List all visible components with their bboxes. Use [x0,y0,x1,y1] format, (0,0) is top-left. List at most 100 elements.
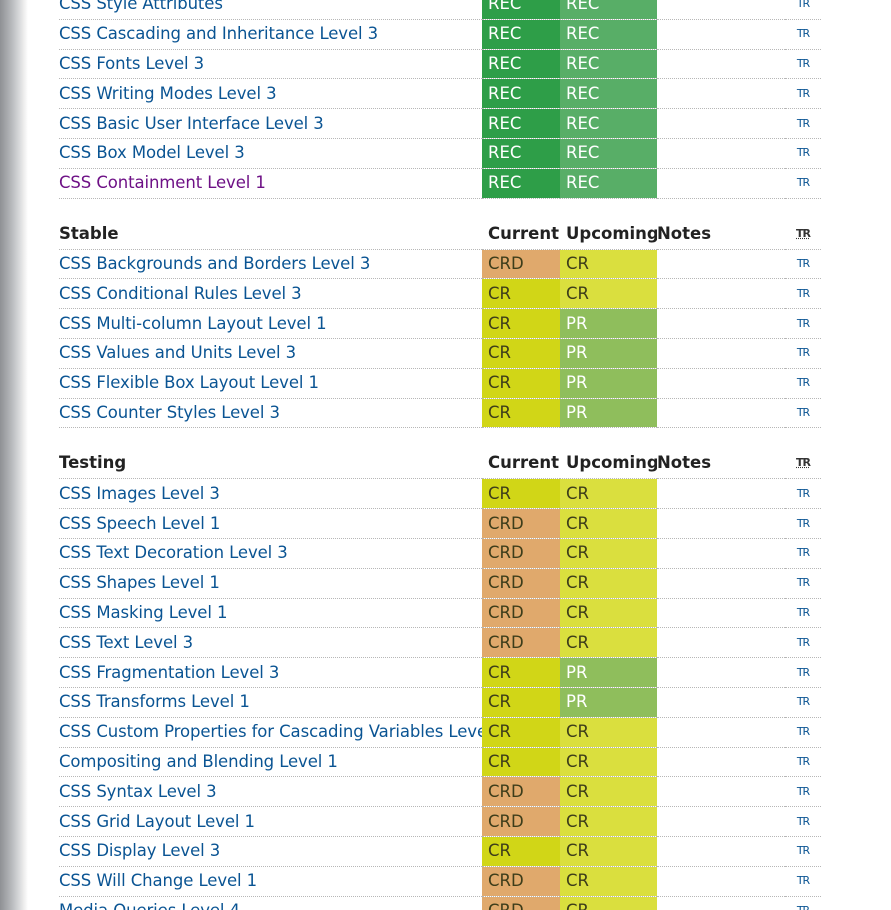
tr-link[interactable]: TR [785,806,821,837]
notes-cell [657,308,785,339]
tr-link[interactable]: TR [785,568,821,599]
upcoming-status-badge: PR [560,657,657,688]
spec-link[interactable]: Media Queries Level 4 [59,901,240,910]
tr-link[interactable]: TR [785,138,821,169]
spec-link[interactable]: CSS Will Change Level 1 [59,871,258,891]
spec-title-cell: CSS Backgrounds and Borders Level 3 [59,249,482,280]
spec-link[interactable]: CSS Writing Modes Level 3 [59,83,277,103]
column-header-tr[interactable]: TR [785,218,821,250]
spec-link[interactable]: CSS Backgrounds and Borders Level 3 [59,253,371,273]
tr-link[interactable]: TR [785,168,821,199]
column-header-tr[interactable]: TR [785,448,821,480]
spec-link[interactable]: CSS Basic User Interface Level 3 [59,113,324,133]
spec-title-cell: CSS Writing Modes Level 3 [59,78,482,110]
tr-link[interactable]: TR [785,717,821,748]
current-status-badge: REC [482,138,560,169]
notes-cell [657,657,785,688]
tr-link[interactable]: TR [785,78,821,110]
table-row: CSS Display Level 3 CR CR TR [59,836,821,867]
spec-status-table-body: CSS Style Attributes REC REC TR CSS Cascadin… [59,0,821,910]
spec-link[interactable]: Compositing and Blending Level 1 [59,751,338,771]
spec-link[interactable]: CSS Containment Level 1 [59,173,266,193]
table-row: CSS Counter Styles Level 3 CR PR TR [59,398,821,429]
spec-link[interactable]: CSS Cascading and Inheritance Level 3 [59,24,379,44]
tr-link[interactable]: TR [785,747,821,778]
table-row: CSS Flexible Box Layout Level 1 CR PR TR [59,368,821,399]
spec-link[interactable]: CSS Flexible Box Layout Level 1 [59,373,319,393]
tr-link[interactable]: TR [785,776,821,808]
tr-link[interactable]: TR [785,308,821,339]
upcoming-status-badge: PR [560,368,657,399]
tr-link[interactable]: TR [785,508,821,539]
spec-link[interactable]: CSS Conditional Rules Level 3 [59,283,302,303]
spec-link[interactable]: CSS Multi-column Layout Level 1 [59,313,327,333]
tr-link[interactable]: TR [785,478,821,510]
spec-link[interactable]: CSS Grid Layout Level 1 [59,811,255,831]
tr-link[interactable]: TR [785,278,821,310]
spec-link[interactable]: CSS Images Level 3 [59,483,220,503]
upcoming-status-badge: REC [560,168,657,199]
upcoming-status-badge: REC [560,138,657,169]
tr-link[interactable]: TR [785,538,821,569]
spec-title-cell: CSS Containment Level 1 [59,168,482,199]
current-status-badge: CRD [482,249,560,280]
spec-link[interactable]: CSS Syntax Level 3 [59,781,217,801]
notes-cell [657,598,785,629]
upcoming-status-badge: CR [560,866,657,897]
spec-link[interactable]: CSS Style Attributes [59,0,223,14]
table-row: CSS Transforms Level 1 CR PR TR [59,687,821,718]
tr-link[interactable]: TR [785,338,821,369]
spec-link[interactable]: CSS Fonts Level 3 [59,53,205,73]
tr-link[interactable]: TR [785,49,821,80]
notes-cell [657,866,785,897]
tr-link[interactable]: TR [785,836,821,867]
upcoming-status-badge: CR [560,568,657,599]
tr-link[interactable]: TR [785,598,821,629]
tr-link[interactable]: TR [785,19,821,50]
section-spacer [59,428,821,449]
notes-cell [657,568,785,599]
spec-title-cell: CSS Basic User Interface Level 3 [59,108,482,139]
spec-link[interactable]: CSS Shapes Level 1 [59,573,220,593]
tr-link[interactable]: TR [785,866,821,897]
tr-link[interactable]: TR [785,108,821,139]
spec-title-cell: Media Queries Level 4 [59,896,482,910]
spec-title-cell: CSS Counter Styles Level 3 [59,398,482,429]
upcoming-status-badge: CR [560,478,657,510]
spec-link[interactable]: CSS Masking Level 1 [59,602,228,622]
spec-link[interactable]: CSS Speech Level 1 [59,513,221,533]
spec-link[interactable]: CSS Fragmentation Level 3 [59,662,280,682]
window-edge-shadow [0,0,28,910]
column-header-upcoming: Upcoming [560,448,657,480]
tr-link[interactable]: TR [785,687,821,718]
table-row: Compositing and Blending Level 1 CR CR TR [59,747,821,778]
tr-link[interactable]: TR [785,657,821,688]
notes-cell [657,478,785,510]
table-row: CSS Fragmentation Level 3 CR PR TR [59,657,821,688]
spec-link[interactable]: CSS Values and Units Level 3 [59,343,297,363]
tr-link[interactable]: TR [785,0,821,20]
tr-link[interactable]: TR [785,398,821,429]
tr-link[interactable]: TR [785,368,821,399]
column-header-notes: Notes [657,448,785,480]
upcoming-status-badge: REC [560,108,657,139]
upcoming-status-badge: REC [560,78,657,110]
spec-link[interactable]: CSS Box Model Level 3 [59,143,245,163]
spec-link[interactable]: CSS Custom Properties for Cascading Vari… [59,722,482,742]
spec-link[interactable]: CSS Display Level 3 [59,841,221,861]
tr-link[interactable]: TR [785,249,821,280]
tr-link[interactable]: TR [785,896,821,910]
section-heading: Testing [59,448,482,480]
notes-cell [657,896,785,910]
tr-link[interactable]: TR [785,627,821,659]
current-status-badge: CR [482,308,560,339]
spec-title-cell: CSS Text Decoration Level 3 [59,538,482,569]
spec-link[interactable]: CSS Transforms Level 1 [59,692,250,712]
spec-link[interactable]: CSS Text Decoration Level 3 [59,543,288,563]
spec-link[interactable]: CSS Counter Styles Level 3 [59,402,280,422]
upcoming-status-badge: CR [560,627,657,659]
spec-link[interactable]: CSS Text Level 3 [59,632,194,652]
upcoming-status-badge: CR [560,508,657,539]
current-status-badge: CRD [482,568,560,599]
